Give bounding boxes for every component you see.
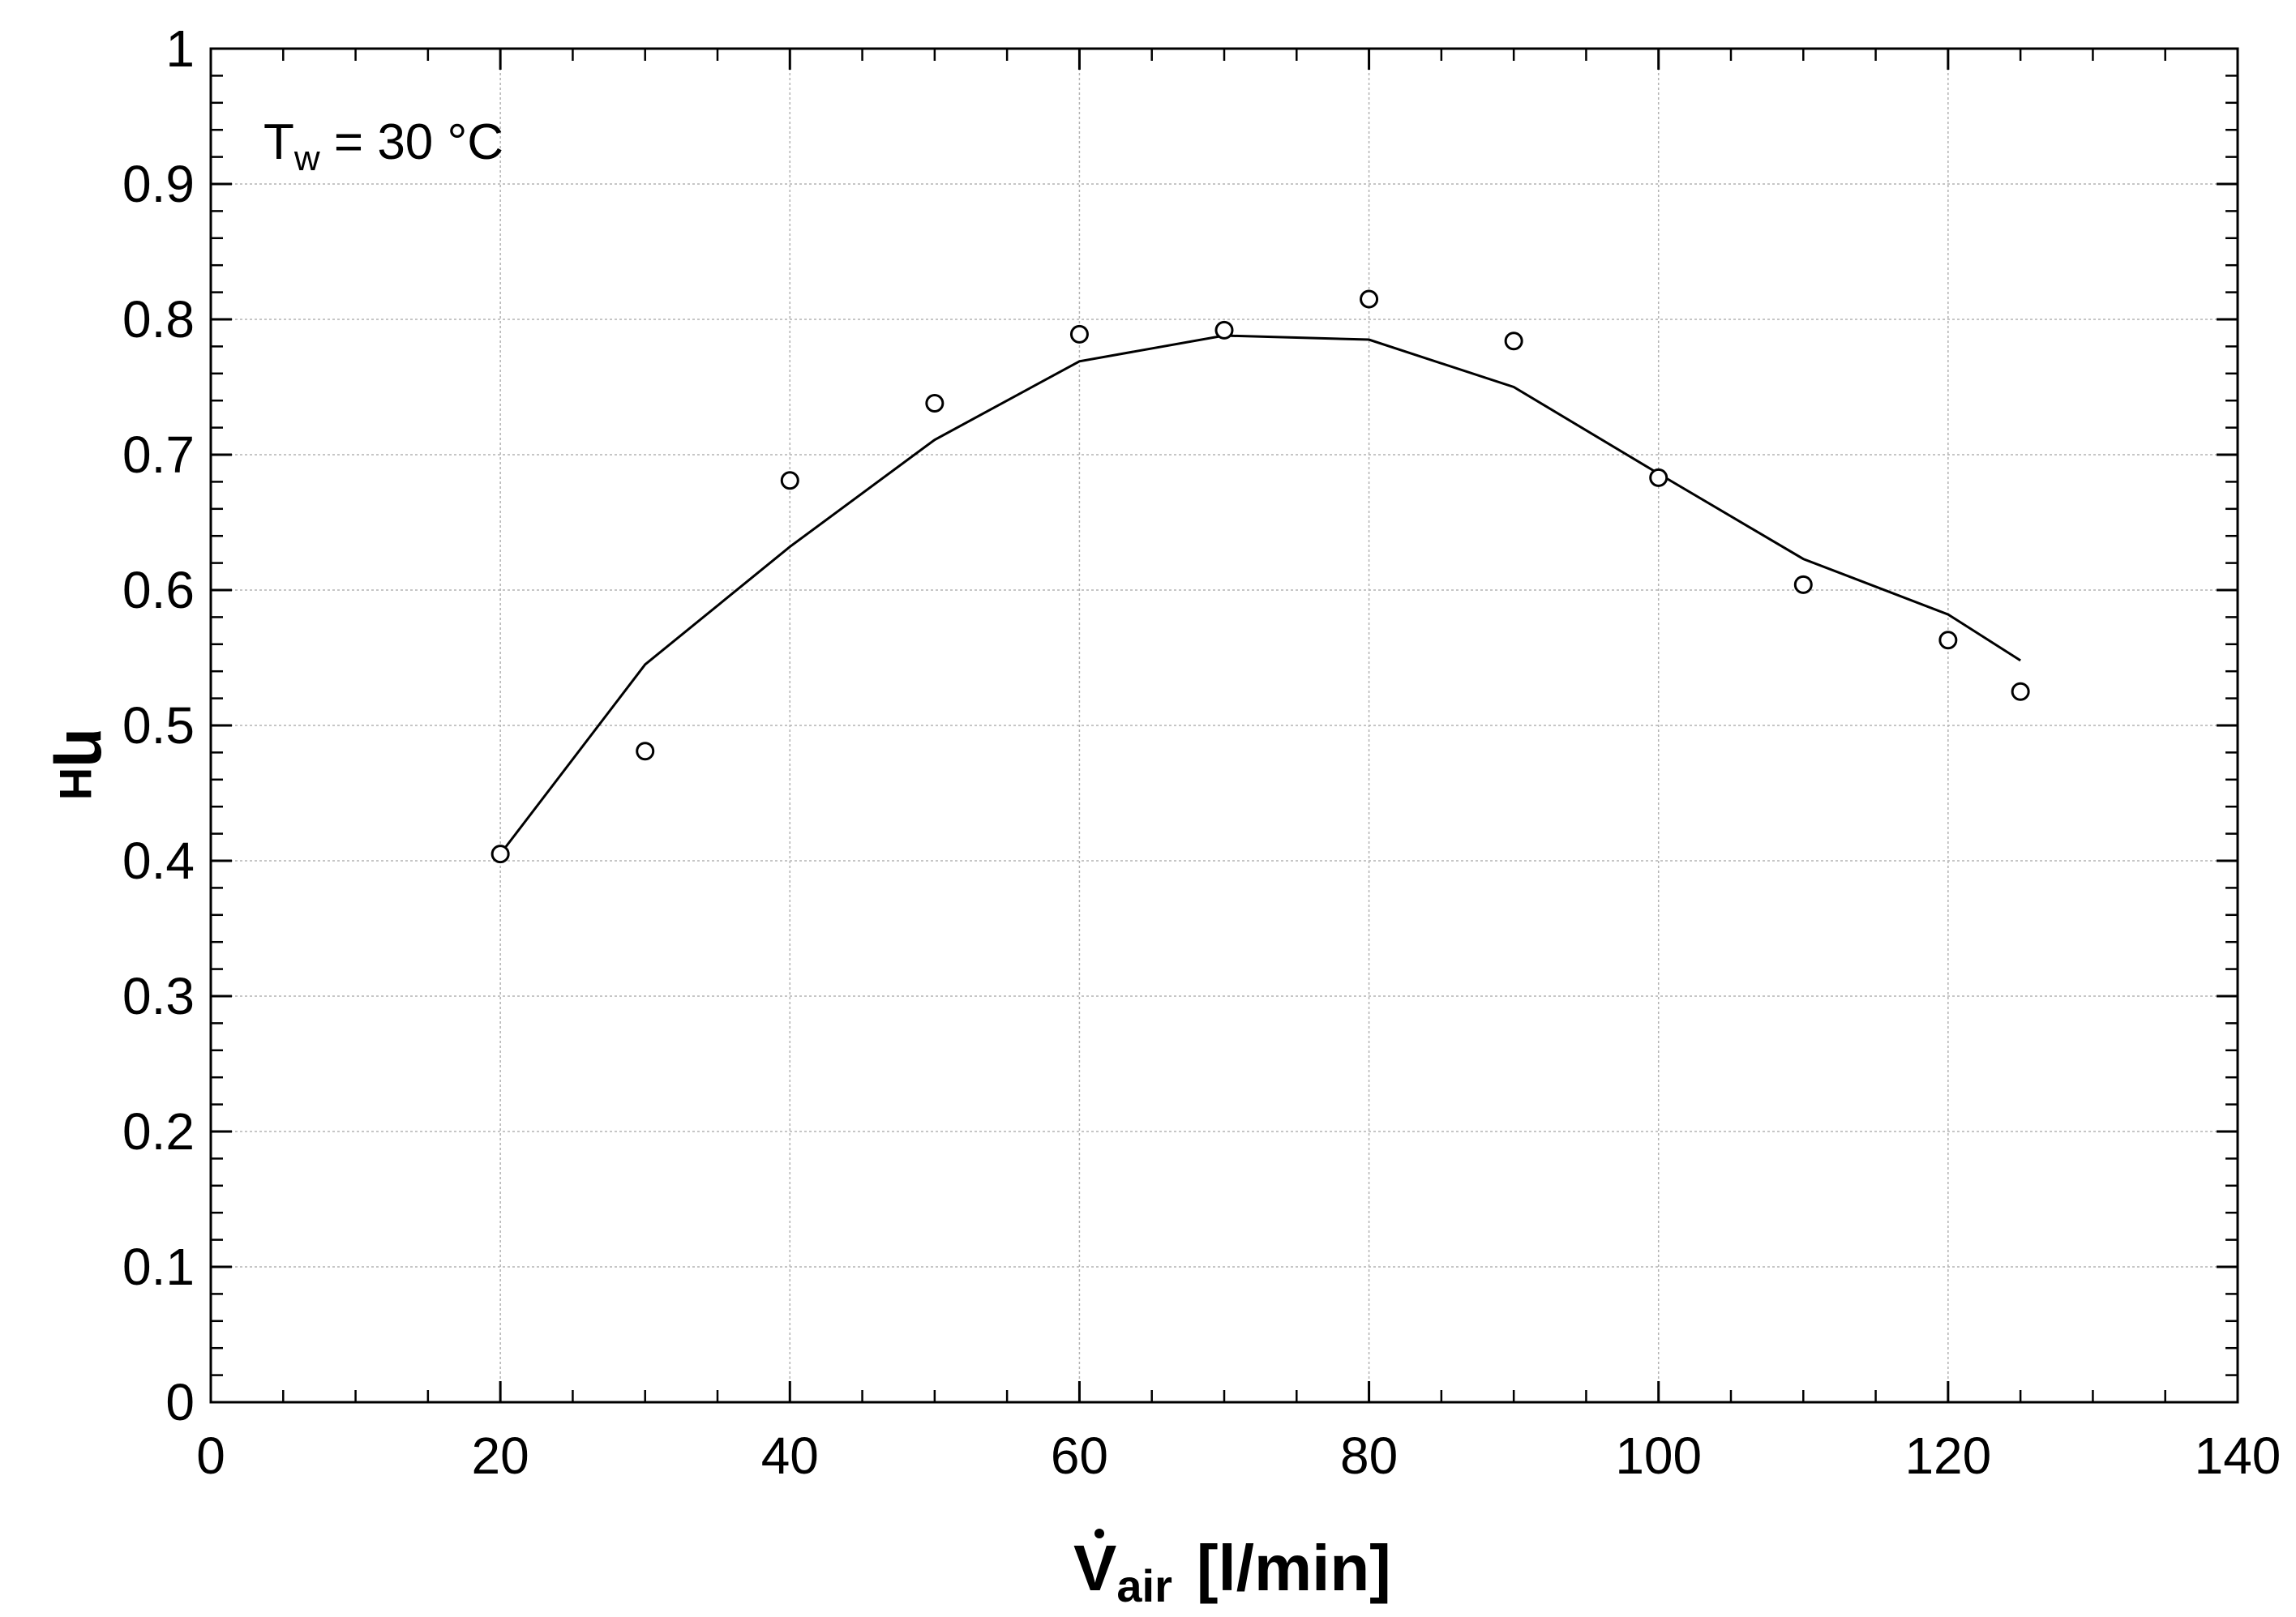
data-point bbox=[1938, 631, 1958, 650]
fit-line-series bbox=[499, 334, 2021, 855]
y-tick-label: 0.5 bbox=[122, 696, 195, 755]
y-tick-label: 0 bbox=[165, 1373, 195, 1431]
y-tick-label: 0.8 bbox=[122, 290, 195, 349]
x-tick-label: 40 bbox=[761, 1427, 819, 1485]
y-axis-label-symbol: η bbox=[53, 728, 125, 768]
grid bbox=[211, 49, 2238, 1402]
x-axis-label-unit: [l/min] bbox=[1197, 1532, 1391, 1604]
data-point bbox=[1214, 320, 1234, 340]
annotation-symbol: T bbox=[263, 114, 294, 170]
y-tick-label: 0.9 bbox=[122, 155, 195, 213]
y-tick-label: 0.4 bbox=[122, 832, 195, 890]
x-axis-label-symbol: V bbox=[1073, 1532, 1116, 1604]
x-tick-label: 100 bbox=[1615, 1427, 1702, 1485]
plot-frame bbox=[209, 47, 2239, 1404]
svg-text:ηH: ηH bbox=[50, 728, 125, 800]
data-point bbox=[1069, 324, 1089, 344]
x-axis-label-dot bbox=[1094, 1529, 1104, 1538]
y-tick-label: 0.2 bbox=[122, 1102, 195, 1161]
data-point bbox=[925, 394, 945, 413]
y-tick-label: 1 bbox=[165, 19, 195, 78]
y-tick-labels: 0 0.1 0.2 0.3 0.4 0.5 0.6 0.7 0.8 0.9 1 bbox=[122, 19, 195, 1431]
svg-text:Vair[l/min]: Vair [l/min] bbox=[1073, 1532, 1391, 1611]
y-tick-label: 0.1 bbox=[122, 1238, 195, 1296]
minor-ticks bbox=[209, 47, 2239, 1404]
temperature-annotation: Tw = 30 °C bbox=[263, 114, 503, 178]
y-tick-label: 0.3 bbox=[122, 967, 195, 1025]
data-point bbox=[1793, 575, 1813, 594]
x-tick-label: 120 bbox=[1904, 1427, 1991, 1485]
data-point bbox=[1504, 332, 1523, 351]
x-tick-label: 0 bbox=[196, 1427, 225, 1485]
data-point bbox=[490, 845, 510, 864]
y-tick-label: 0.6 bbox=[122, 561, 195, 619]
x-tick-label: 60 bbox=[1051, 1427, 1108, 1485]
x-tick-label: 80 bbox=[1340, 1427, 1398, 1485]
data-point bbox=[1649, 468, 1668, 487]
y-axis-label-subscript: H bbox=[50, 768, 101, 800]
y-axis-label: ηH bbox=[50, 728, 125, 800]
x-tick-label: 20 bbox=[472, 1427, 529, 1485]
data-point bbox=[2011, 682, 2030, 701]
annotation-subscript: w bbox=[293, 139, 320, 178]
x-tick-label: 140 bbox=[2195, 1427, 2281, 1485]
data-point bbox=[1360, 289, 1379, 309]
fit-line bbox=[499, 334, 2021, 855]
x-tick-labels: 0 20 40 60 80 100 120 140 bbox=[196, 1427, 2281, 1485]
data-point bbox=[636, 742, 655, 761]
y-tick-label: 0.7 bbox=[122, 426, 195, 484]
x-axis-label: Vair [l/min] bbox=[1073, 1529, 1391, 1611]
measured-points-series bbox=[490, 289, 2030, 864]
x-axis-label-subscript: air bbox=[1116, 1560, 1172, 1611]
data-point bbox=[780, 471, 799, 490]
annotation-value: = 30 °C bbox=[320, 114, 503, 170]
